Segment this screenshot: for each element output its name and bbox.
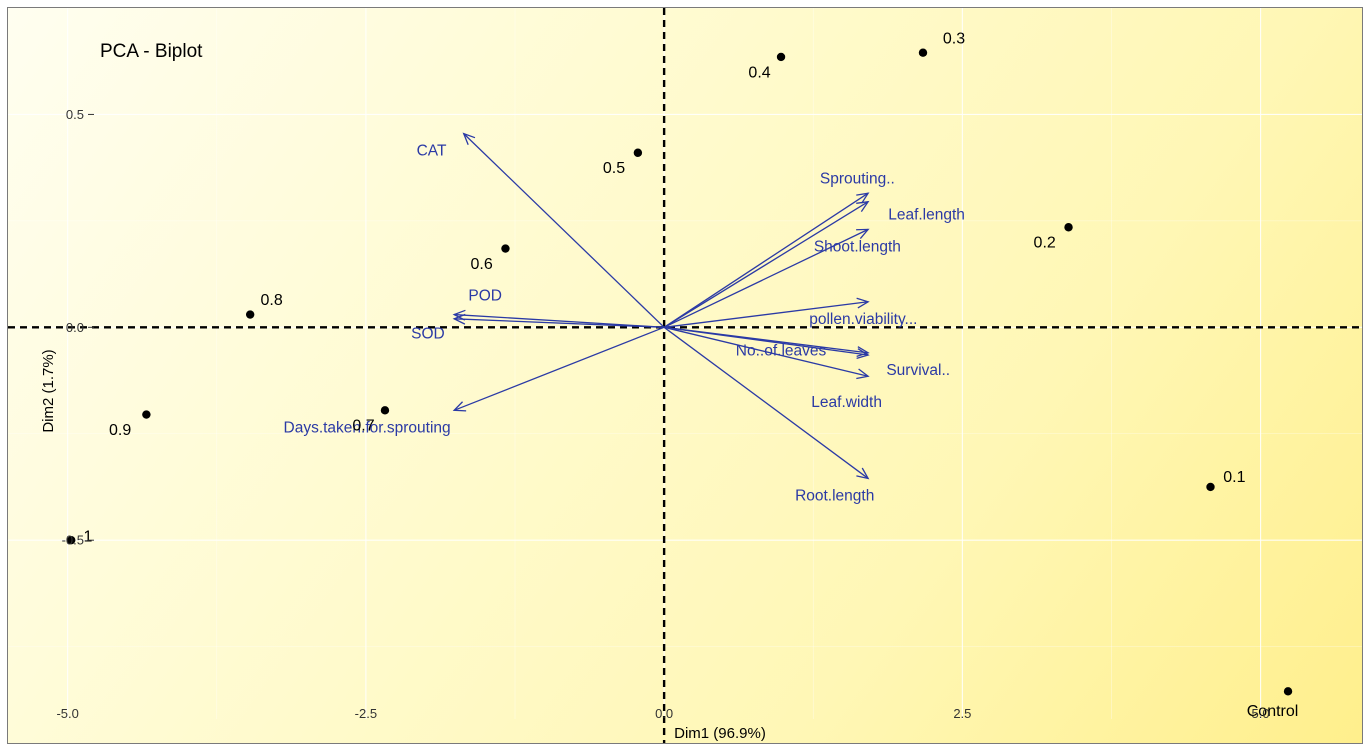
point-marker bbox=[633, 148, 643, 157]
variable-label: POD bbox=[468, 287, 502, 304]
x-tick-label: 2.5 bbox=[953, 706, 971, 721]
individual-points: 0.3 0.4 0.5 0.2 0.6 0.8 0.9 0.7 1 0.1 Control bbox=[67, 30, 1298, 720]
arrow-shaft bbox=[663, 228, 869, 328]
y-axis-title: Dim2 (1.7%) bbox=[40, 349, 57, 432]
individual-point: 0.9 bbox=[109, 410, 151, 439]
point-marker bbox=[1064, 223, 1073, 232]
variable-label: pollen.viability... bbox=[809, 311, 917, 328]
variable-arrow: No..of.leaves bbox=[664, 326, 870, 360]
variable-label: Shoot.length bbox=[814, 238, 901, 255]
arrow-head bbox=[856, 228, 870, 239]
point-marker bbox=[776, 52, 786, 62]
point-label: 0.1 bbox=[1223, 469, 1245, 486]
individual-point: 0.1 bbox=[1206, 469, 1246, 492]
variable-label: Leaf.length bbox=[888, 206, 965, 223]
point-marker bbox=[380, 406, 390, 415]
grid bbox=[8, 8, 1362, 719]
variable-arrow: Leaf.length bbox=[663, 200, 965, 328]
point-label: 0.9 bbox=[109, 422, 131, 439]
individual-point: 0.2 bbox=[1034, 223, 1073, 252]
individual-point: 0.5 bbox=[603, 148, 643, 177]
reference-lines bbox=[8, 8, 1362, 743]
variable-label: CAT bbox=[417, 143, 447, 160]
individual-point: 0.4 bbox=[748, 52, 786, 81]
arrow-shaft bbox=[463, 133, 665, 328]
arrow-head bbox=[452, 313, 466, 325]
x-tick-label: 5.0 bbox=[1252, 706, 1270, 721]
arrow-shaft bbox=[454, 313, 665, 328]
variable-arrow: SOD bbox=[411, 313, 665, 343]
individual-point: 0.3 bbox=[918, 30, 965, 57]
point-marker bbox=[142, 410, 151, 419]
y-tick-label: -0.5 bbox=[62, 533, 84, 548]
variable-arrows: CAT Sprouting.. Leaf.length Shoot.length pol… bbox=[284, 132, 965, 504]
arrow-head bbox=[856, 346, 870, 357]
individual-point: Control bbox=[1247, 687, 1299, 720]
arrow-head bbox=[856, 368, 870, 380]
arrow-head bbox=[856, 467, 870, 480]
point-label: 0.8 bbox=[261, 292, 283, 309]
arrow-head bbox=[856, 297, 870, 309]
arrow-shaft bbox=[454, 318, 665, 328]
point-label: 0.5 bbox=[603, 160, 625, 177]
arrow-head bbox=[856, 200, 870, 212]
individual-point: 1 bbox=[67, 528, 92, 545]
variable-arrow: Days.taken.for.sprouting bbox=[284, 326, 665, 436]
arrow-head bbox=[452, 309, 466, 321]
variable-arrow: Survival.. bbox=[664, 326, 950, 379]
variable-arrow: CAT bbox=[417, 132, 665, 328]
arrow-shaft bbox=[664, 301, 869, 328]
variable-arrow: POD bbox=[452, 287, 665, 328]
point-marker bbox=[1206, 482, 1215, 492]
variable-arrow: Root.length bbox=[663, 326, 874, 504]
point-marker bbox=[245, 310, 255, 319]
x-axis-title: Dim1 (96.9%) bbox=[674, 725, 766, 742]
variable-label: Root.length bbox=[795, 487, 874, 504]
point-marker bbox=[1283, 687, 1293, 696]
arrow-shaft bbox=[663, 326, 869, 377]
arrow-shaft bbox=[663, 326, 869, 479]
variable-arrow: Leaf.width bbox=[663, 326, 882, 411]
arrow-shaft bbox=[664, 326, 869, 356]
variable-arrow: pollen.viability... bbox=[664, 297, 917, 328]
chart-title: PCA - Biplot bbox=[100, 41, 203, 62]
point-marker bbox=[918, 48, 928, 57]
point-label: 0.3 bbox=[943, 30, 965, 47]
point-marker bbox=[501, 244, 510, 253]
individual-point: 0.8 bbox=[245, 292, 283, 319]
x-tick-label: -2.5 bbox=[355, 706, 377, 721]
axis-ticks: -5.0 -2.5 0.0 2.5 5.0 0.5 0.0 -0.5 bbox=[56, 107, 1269, 721]
arrow-shaft bbox=[663, 201, 869, 328]
variable-label: No..of.leaves bbox=[736, 343, 827, 360]
y-tick-label: 0.5 bbox=[66, 107, 84, 122]
variable-arrow: Sprouting.. bbox=[663, 170, 895, 328]
arrow-shaft bbox=[453, 326, 665, 411]
arrow-head bbox=[856, 348, 870, 359]
point-marker bbox=[67, 535, 76, 545]
arrow-head bbox=[856, 192, 870, 204]
variable-label: Days.taken.for.sprouting bbox=[284, 419, 451, 436]
chart-frame: CAT Sprouting.. Leaf.length Shoot.length pol… bbox=[7, 7, 1363, 744]
arrow-shaft bbox=[663, 192, 869, 328]
x-tick-label: -5.0 bbox=[56, 706, 78, 721]
point-label: 0.6 bbox=[470, 256, 492, 273]
point-label: 1 bbox=[83, 528, 92, 545]
arrow-head bbox=[462, 132, 476, 145]
point-label: Control bbox=[1247, 703, 1299, 720]
pca-biplot-chart: CAT Sprouting.. Leaf.length Shoot.length pol… bbox=[8, 8, 1362, 743]
individual-point: 0.6 bbox=[470, 244, 510, 273]
x-tick-label: 0.0 bbox=[655, 706, 673, 721]
point-label: 0.7 bbox=[352, 418, 374, 435]
variable-label: Leaf.width bbox=[811, 394, 882, 411]
variable-arrow: Shoot.length bbox=[663, 228, 901, 328]
variable-label: Sprouting.. bbox=[820, 170, 895, 187]
variable-label: SOD bbox=[411, 326, 445, 343]
arrow-head bbox=[452, 401, 467, 412]
point-label: 0.2 bbox=[1034, 235, 1056, 252]
individual-point: 0.7 bbox=[352, 406, 390, 435]
point-label: 0.4 bbox=[748, 64, 770, 81]
variable-label: Survival.. bbox=[886, 362, 950, 379]
y-tick-label: 0.0 bbox=[66, 320, 84, 335]
